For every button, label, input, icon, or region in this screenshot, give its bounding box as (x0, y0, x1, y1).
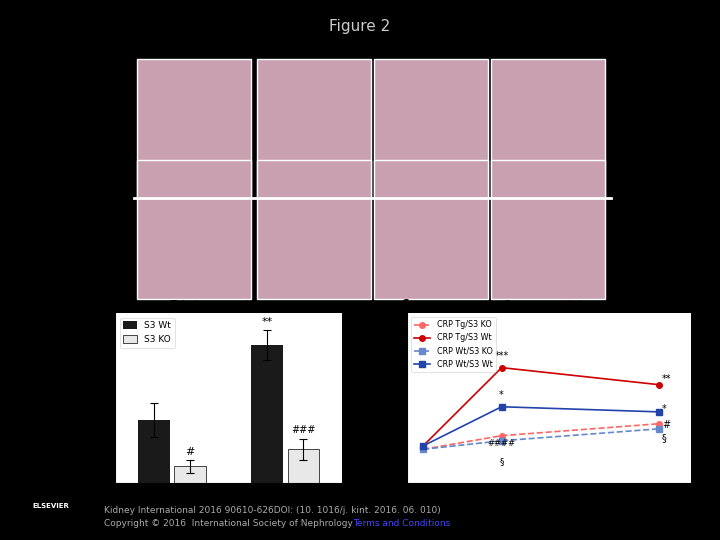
Text: **: ** (662, 374, 671, 384)
CRP Tg/S3 Wt (498, 364, 506, 371)
Text: CRP Wt/Smad3 Wt: CRP Wt/Smad3 Wt (156, 43, 225, 52)
Text: Terms and Conditions: Terms and Conditions (353, 519, 450, 528)
Text: PAS staining: PAS staining (134, 33, 194, 43)
CRP Wt/S3 KO (654, 426, 663, 432)
Title: Serum creatinine: Serum creatinine (504, 300, 594, 309)
Line: CRP Tg/S3 Wt: CRP Tg/S3 Wt (420, 365, 661, 449)
FancyBboxPatch shape (490, 59, 605, 198)
Text: *: * (662, 404, 667, 414)
Text: *: * (499, 390, 504, 400)
Text: ###: ### (292, 425, 315, 435)
Text: CRP Tg/Smad3 KO: CRP Tg/Smad3 KO (534, 43, 603, 52)
CRP Wt/S3 KO (419, 446, 428, 453)
Title: Tubular necrosis score: Tubular necrosis score (171, 300, 287, 309)
FancyBboxPatch shape (257, 160, 371, 299)
Text: ***: *** (495, 351, 509, 361)
CRP Wt/S3 Wt (419, 443, 428, 449)
Y-axis label: Serum creatinine (mg/dl): Serum creatinine (mg/dl) (368, 341, 377, 455)
Text: **: ** (261, 317, 273, 327)
FancyBboxPatch shape (137, 160, 251, 299)
Bar (138, 420, 170, 483)
FancyBboxPatch shape (374, 59, 487, 198)
CRP Tg/S3 Wt (654, 381, 663, 388)
Text: #: # (185, 447, 194, 456)
Text: CRP Tg/Smad3 Wt: CRP Tg/Smad3 Wt (410, 43, 480, 52)
FancyBboxPatch shape (137, 59, 251, 198)
Legend: S3 Wt, S3 KO: S3 Wt, S3 KO (120, 318, 174, 348)
Text: CRP Wt/Smad3 KO: CRP Wt/Smad3 KO (287, 43, 358, 52)
Bar (287, 449, 320, 483)
CRP Wt/S3 Wt (654, 409, 663, 415)
Text: c: c (402, 296, 409, 309)
FancyBboxPatch shape (490, 160, 605, 299)
Text: b: b (100, 296, 109, 309)
Text: a: a (100, 29, 108, 42)
Line: CRP Wt/S3 KO: CRP Wt/S3 KO (420, 426, 661, 452)
CRP Wt/S3 Wt (498, 403, 506, 410)
Line: CRP Tg/S3 KO: CRP Tg/S3 KO (420, 421, 661, 452)
FancyBboxPatch shape (374, 160, 487, 299)
Y-axis label: Tubular necrosis (%): Tubular necrosis (%) (77, 353, 86, 444)
FancyBboxPatch shape (257, 59, 371, 198)
CRP Tg/S3 KO (419, 446, 428, 453)
Text: AKI: AKI (103, 219, 112, 233)
CRP Tg/S3 Wt (419, 443, 428, 449)
CRP Wt/S3 KO (498, 437, 506, 444)
Text: §: § (500, 457, 504, 466)
CRP Tg/S3 KO (498, 433, 506, 439)
Text: Copyright © 2016  International Society of Nephrology: Copyright © 2016 International Society o… (104, 519, 359, 528)
Text: §: § (662, 433, 667, 443)
Legend: CRP Tg/S3 KO, CRP Tg/S3 Wt, CRP Wt/S3 KO, CRP Wt/S3 Wt: CRP Tg/S3 KO, CRP Tg/S3 Wt, CRP Wt/S3 KO… (411, 317, 495, 372)
X-axis label: Hours after AKI: Hours after AKI (512, 508, 586, 517)
Text: Sham: Sham (103, 116, 112, 139)
Text: #: # (662, 420, 670, 430)
CRP Tg/S3 KO (654, 421, 663, 427)
Text: Kidney International 2016 90610-626DOI: (10. 1016/j. kint. 2016. 06. 010): Kidney International 2016 90610-626DOI: … (104, 506, 441, 515)
Text: ####: #### (487, 438, 516, 448)
Text: Figure 2: Figure 2 (329, 19, 391, 34)
Text: ELSEVIER: ELSEVIER (32, 503, 69, 509)
Bar (174, 467, 206, 483)
Bar (251, 345, 283, 483)
Line: CRP Wt/S3 Wt: CRP Wt/S3 Wt (420, 404, 661, 449)
